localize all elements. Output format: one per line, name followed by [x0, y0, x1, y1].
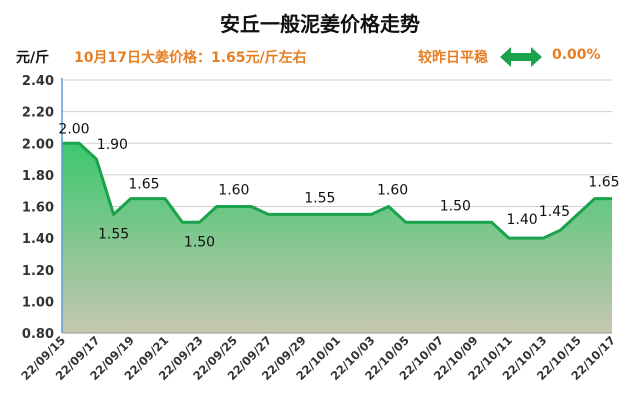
compare-value: 0.00%	[552, 47, 601, 63]
data-label: 1.50	[440, 198, 471, 214]
data-label: 1.55	[304, 190, 335, 206]
data-label: 1.40	[506, 212, 537, 228]
data-label: 1.60	[377, 183, 408, 199]
y-tick-label: 1.60	[22, 201, 54, 216]
y-axis-unit: 元/斤	[16, 50, 50, 66]
y-tick-label: 2.40	[22, 74, 54, 89]
data-label: 1.60	[218, 183, 249, 199]
y-tick-label: 2.20	[22, 106, 54, 121]
compare-label: 较昨日平稳	[418, 50, 488, 66]
double-arrow-icon	[500, 47, 542, 67]
data-label: 1.45	[539, 204, 570, 220]
series-area	[62, 143, 612, 333]
data-label: 1.50	[184, 234, 215, 250]
data-label: 1.65	[588, 175, 619, 191]
y-tick-label: 1.20	[22, 264, 54, 279]
chart-title: 安丘一般泥姜价格走势	[220, 12, 420, 36]
price-headline: 10月17日大姜价格：1.65元/斤左右	[74, 50, 307, 66]
y-tick-label: 1.80	[22, 169, 54, 184]
data-label: 1.65	[128, 177, 159, 193]
data-label: 1.55	[98, 226, 129, 242]
data-label: 2.00	[58, 121, 89, 137]
y-tick-label: 2.00	[22, 137, 54, 152]
y-tick-label: 1.00	[22, 295, 54, 310]
y-tick-label: 1.40	[22, 232, 54, 247]
data-label: 1.90	[97, 137, 128, 153]
series-line	[62, 141, 612, 240]
y-tick-label: 0.80	[22, 327, 54, 342]
